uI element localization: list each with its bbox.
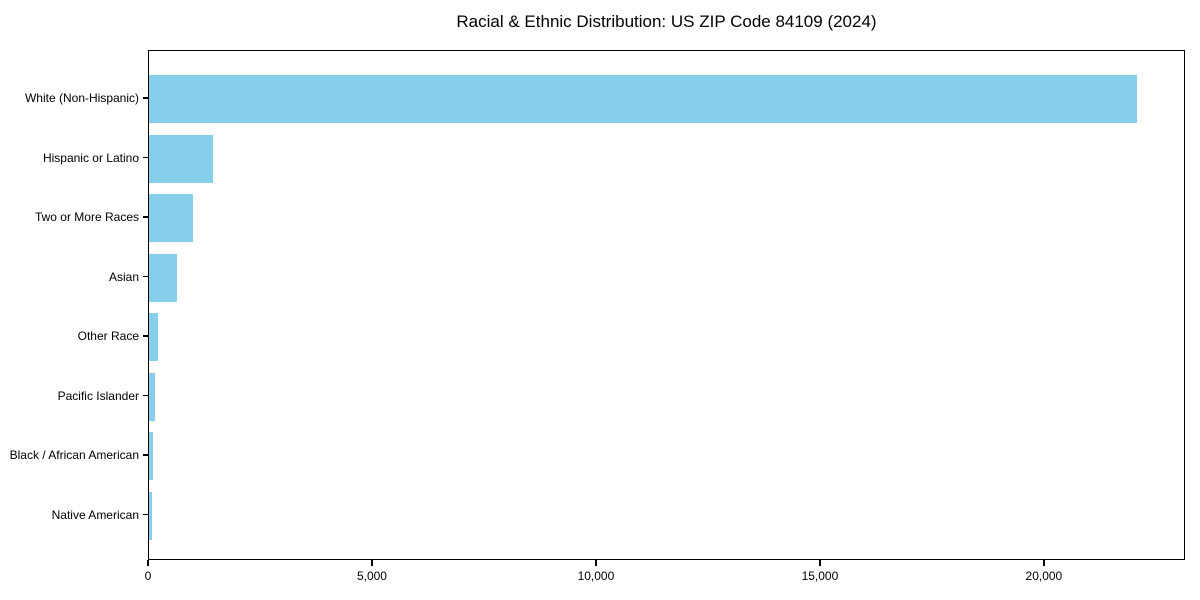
y-axis-tick	[143, 97, 148, 99]
x-axis-tick	[595, 560, 597, 566]
y-axis-label: Other Race	[77, 329, 139, 343]
y-axis-tick	[143, 216, 148, 218]
y-axis-label: Native American	[51, 507, 139, 522]
bar	[149, 432, 153, 480]
bar	[149, 134, 214, 183]
x-axis-tick	[371, 560, 373, 566]
bar	[149, 313, 159, 361]
y-axis-label: Black / African American	[9, 448, 139, 462]
x-axis-tick-label: 10,000	[577, 569, 615, 583]
y-axis-tick	[143, 454, 148, 456]
plot-area	[148, 50, 1185, 560]
y-axis-label: Pacific Islander	[57, 388, 139, 403]
y-axis-tick	[143, 335, 148, 337]
x-axis-tick	[147, 560, 149, 566]
bar	[149, 253, 178, 302]
chart-title: Racial & Ethnic Distribution: US ZIP Cod…	[456, 12, 877, 31]
y-axis-label: White (Non-Hispanic)	[24, 91, 139, 105]
x-axis-tick	[1043, 560, 1045, 566]
y-axis-tick	[143, 394, 148, 397]
y-axis-tick	[143, 275, 148, 278]
bar	[149, 75, 1138, 123]
bar	[149, 194, 193, 242]
x-axis-tick-label: 5,000	[356, 569, 387, 583]
x-axis-tick-label: 20,000	[1025, 569, 1063, 583]
bar	[149, 372, 156, 421]
y-axis-label: Two or More Races	[34, 210, 139, 224]
x-axis-tick-label: 15,000	[801, 569, 839, 583]
y-axis-tick	[143, 513, 148, 516]
bar	[149, 491, 152, 540]
y-axis-label: Asian	[108, 269, 139, 284]
y-axis-tick	[143, 156, 148, 159]
x-axis-tick-label: 0	[144, 569, 152, 583]
x-axis-tick	[819, 560, 821, 566]
y-axis-label: Hispanic or Latino	[42, 150, 139, 165]
